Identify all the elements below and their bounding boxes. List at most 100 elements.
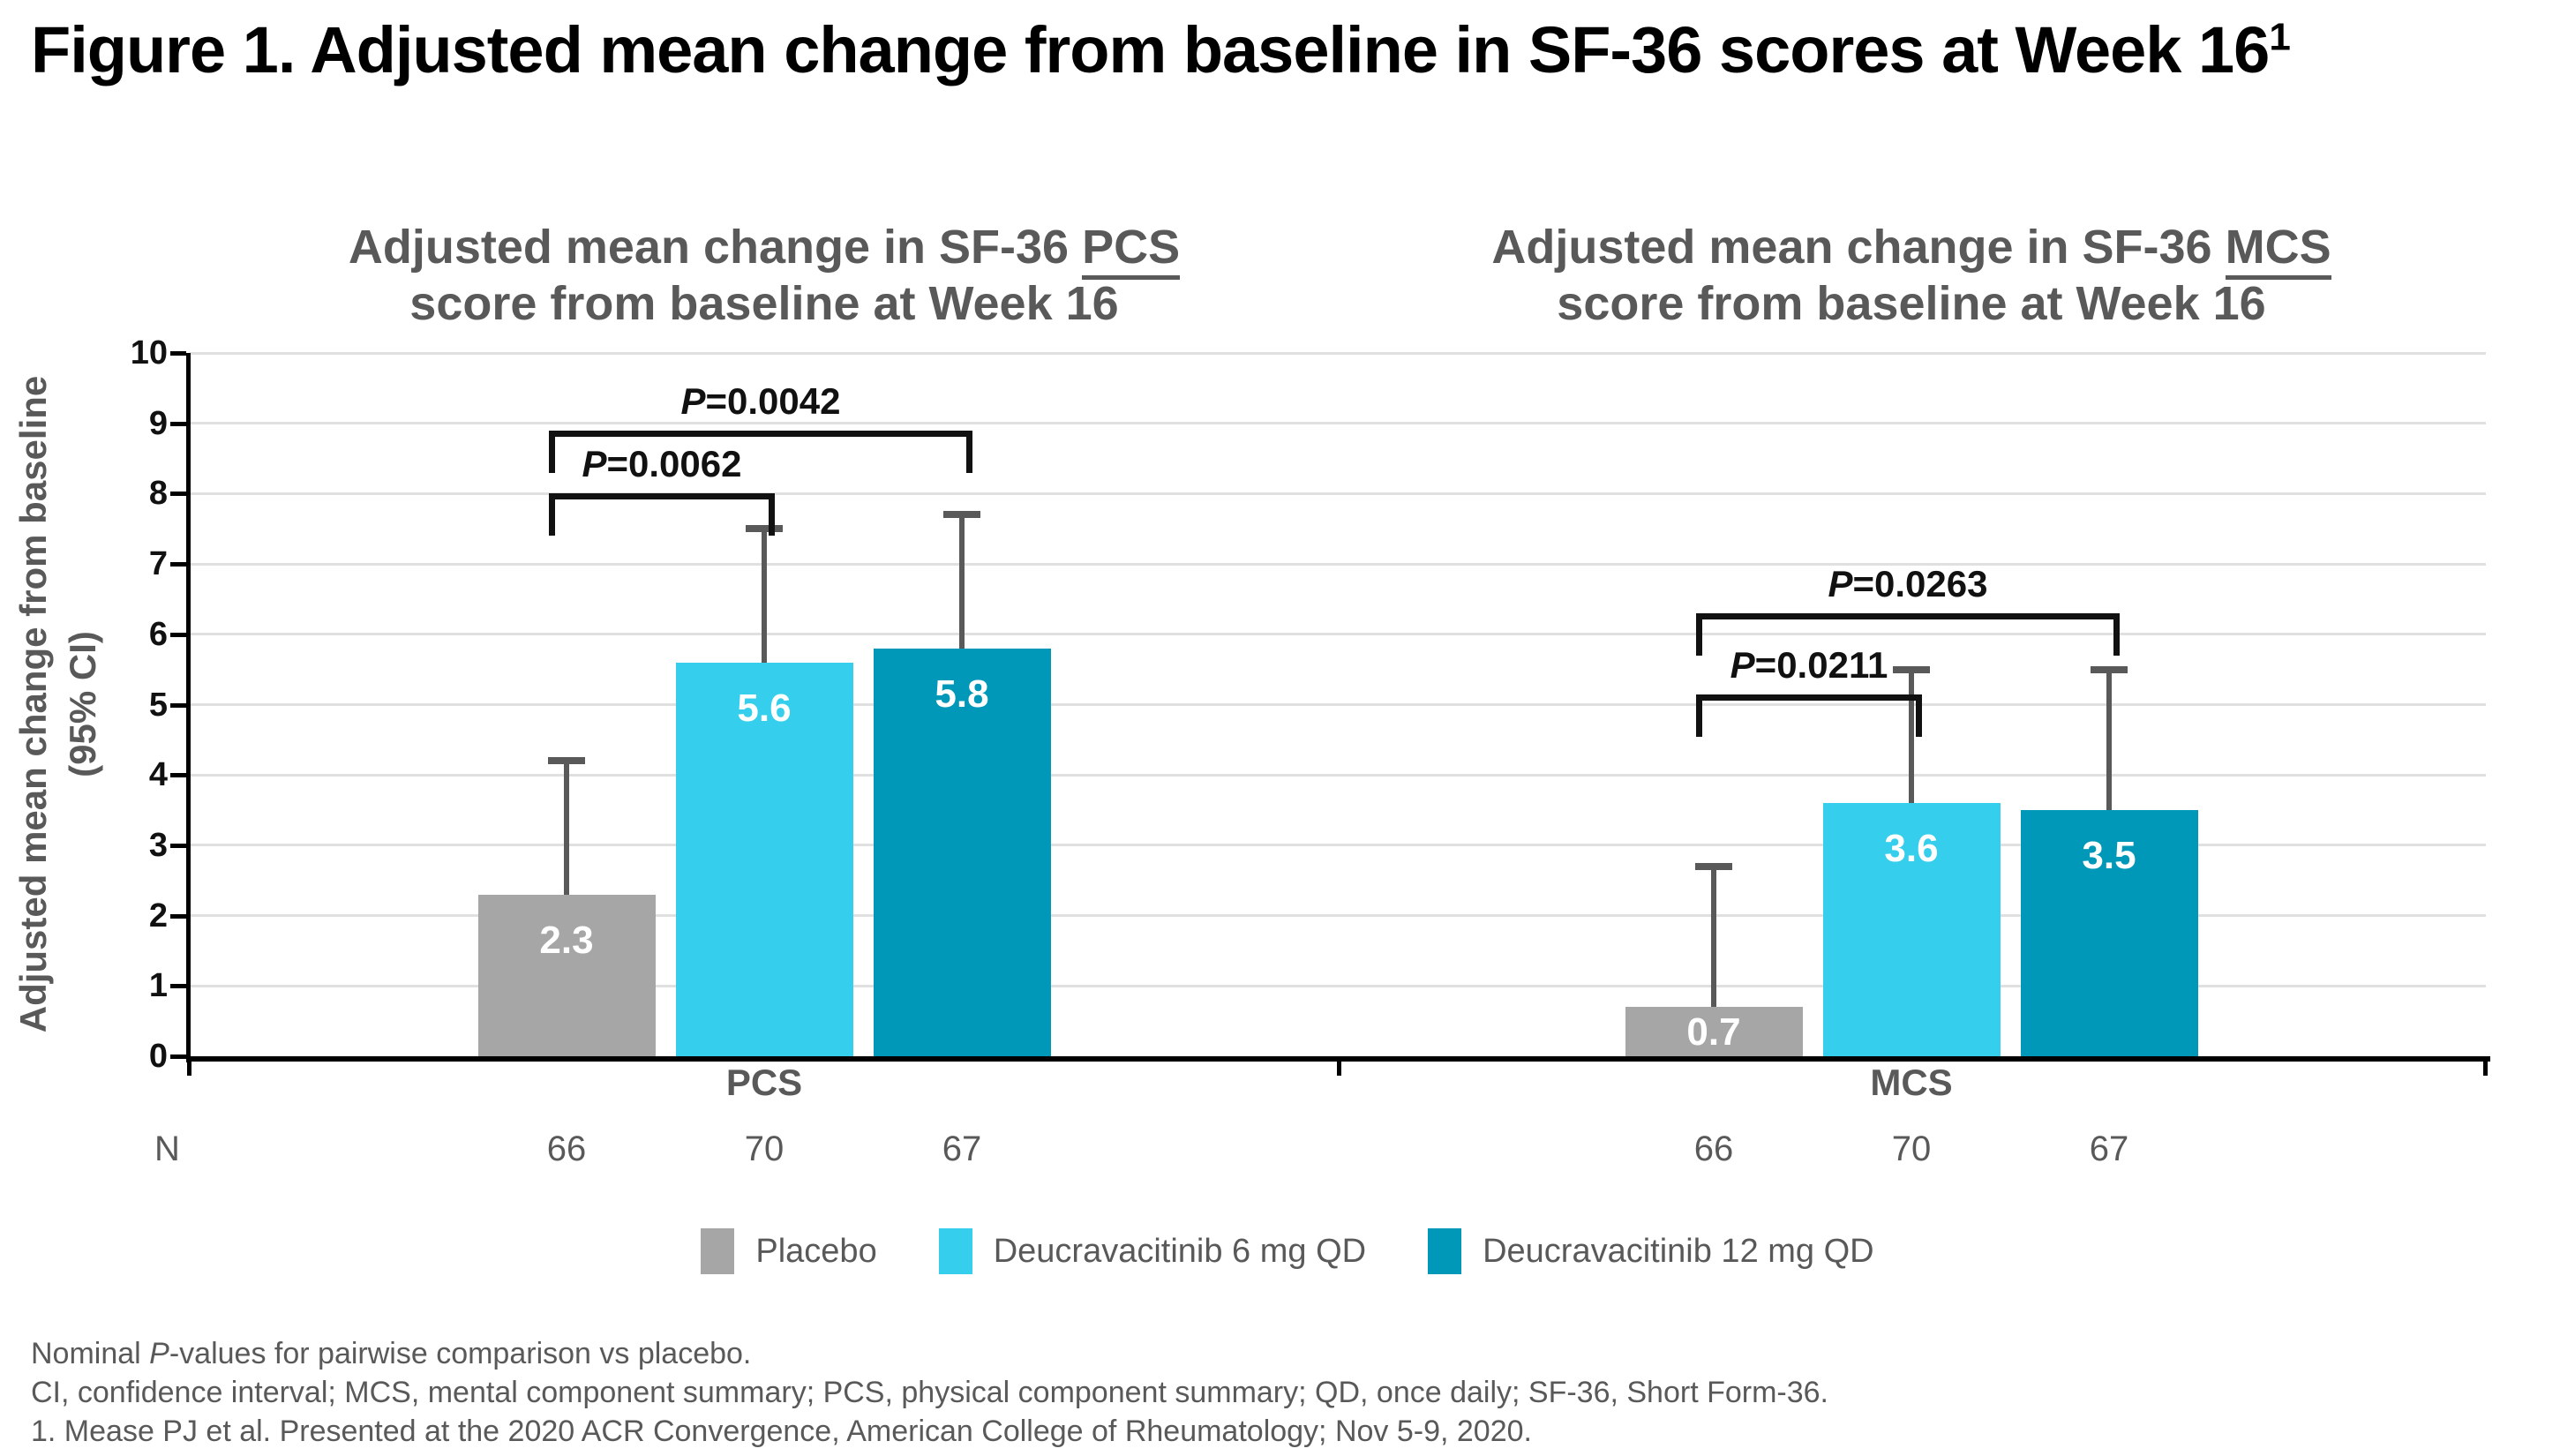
legend-item: Placebo <box>701 1228 877 1274</box>
error-bar-cap <box>548 757 585 765</box>
y-tick-label: 1 <box>148 967 168 1005</box>
pvalue-bracket-end <box>2113 612 2120 656</box>
pvalue-bracket-end <box>549 493 555 537</box>
figure-title-text: Figure 1. Adjusted mean change from base… <box>31 13 2270 86</box>
pvalue-label: P=0.0042 <box>680 379 841 422</box>
error-bar-stem <box>762 529 767 663</box>
error-bar-cap <box>943 511 980 519</box>
legend-label: Placebo <box>755 1232 877 1270</box>
panel-title-mcs: Adjusted mean change in SF-36 MCS score … <box>1294 219 2529 332</box>
error-bar-stem <box>959 514 965 649</box>
bar <box>2020 810 2198 1056</box>
panel-title-pcs-line2: score from baseline at Week 16 <box>409 277 1119 330</box>
footnote-pvalues: Nominal P-values for pairwise comparison… <box>31 1334 2537 1373</box>
gridline <box>190 562 2486 566</box>
y-axis-tick <box>170 984 186 989</box>
error-bar-cap <box>2091 665 2128 673</box>
bar-value-label: 5.8 <box>935 672 989 716</box>
bar <box>873 648 1051 1056</box>
category-label: PCS <box>725 1062 803 1103</box>
pvalue-bracket-end <box>966 430 972 473</box>
y-tick-label: 0 <box>148 1038 168 1075</box>
legend-item: Deucravacitinib 12 mg QD <box>1428 1228 1874 1274</box>
panel-title-pcs-prefix: Adjusted mean change in SF-36 <box>348 221 1083 274</box>
y-tick-label: 6 <box>148 615 168 653</box>
panel-title-mcs-prefix: Adjusted mean change in SF-36 <box>1491 221 2226 274</box>
footnote-1-italic: P <box>149 1337 169 1370</box>
figure-title-superscript: 1 <box>2269 15 2291 59</box>
footnote-reference: 1. Mease PJ et al. Presented at the 2020… <box>31 1412 2537 1451</box>
gridline <box>190 492 2486 495</box>
pvalue-label: P=0.0263 <box>1828 562 1988 604</box>
y-axis-tick <box>170 773 186 778</box>
panel-title-pcs-emphasis: PCS <box>1082 221 1181 280</box>
bar-value-label: 3.6 <box>1884 827 1939 871</box>
y-axis-tick <box>170 1054 186 1059</box>
legend-swatch <box>938 1228 972 1274</box>
panel-title-mcs-emphasis: MCS <box>2225 221 2331 280</box>
y-tick-label: 3 <box>148 826 168 864</box>
pvalue-label: P=0.0211 <box>1730 643 1888 686</box>
gridline <box>190 422 2486 425</box>
pvalue-bracket-end <box>1696 612 1702 656</box>
pvalue-bracket-end <box>1696 694 1702 737</box>
gridline <box>190 633 2486 636</box>
pvalue-bracket-line <box>549 430 972 437</box>
y-axis-tick <box>170 562 186 567</box>
gridline <box>190 984 2486 987</box>
gridline <box>190 773 2486 777</box>
error-bar-stem <box>564 761 569 895</box>
pvalue-bracket-end <box>1916 694 1922 737</box>
footnote-1-pre: Nominal <box>31 1337 150 1370</box>
bar-value-label: 0.7 <box>1686 1010 1741 1054</box>
y-tick-label: 2 <box>148 897 168 934</box>
pvalue-bracket-line <box>1696 612 2120 619</box>
n-row-label: N <box>154 1130 180 1168</box>
y-axis-tick <box>170 351 186 356</box>
legend-label: Deucravacitinib 12 mg QD <box>1483 1232 1874 1270</box>
footnotes: Nominal P-values for pairwise comparison… <box>31 1334 2537 1451</box>
error-bar-cap <box>1893 665 1930 673</box>
n-value: 66 <box>1693 1130 1734 1168</box>
x-axis-tick <box>187 1062 191 1076</box>
n-value: 67 <box>2089 1130 2129 1168</box>
error-bar-cap <box>746 525 783 533</box>
bar <box>675 662 853 1056</box>
panel-title-mcs-line2: score from baseline at Week 16 <box>1557 277 2266 330</box>
legend: Placebo Deucravacitinib 6 mg QD Deucravaci… <box>0 1228 2575 1274</box>
y-tick-label: 10 <box>130 334 168 372</box>
n-value: 67 <box>942 1130 982 1168</box>
y-axis-tick <box>170 492 186 497</box>
y-tick-label: 9 <box>148 404 168 442</box>
x-axis-tick <box>2483 1062 2488 1076</box>
n-value: 70 <box>1891 1130 1932 1168</box>
pvalue-bracket-line <box>1696 694 1922 701</box>
bar <box>1625 1007 1803 1056</box>
bar <box>1822 803 2001 1056</box>
bar-value-label: 5.6 <box>737 686 792 730</box>
category-label: MCS <box>1870 1062 1953 1103</box>
n-value: 70 <box>744 1130 785 1168</box>
x-axis-tick <box>1337 1062 1341 1076</box>
error-bar-stem <box>1909 669 1914 804</box>
y-axis-tick <box>170 843 186 848</box>
y-tick-label: 7 <box>148 545 168 583</box>
footnote-1-post: -values for pairwise comparison vs place… <box>169 1337 752 1370</box>
gridline <box>190 703 2486 706</box>
y-tick-label: 5 <box>148 686 168 724</box>
y-axis-tick <box>170 702 186 708</box>
y-axis-tick <box>170 632 186 637</box>
bar <box>477 894 656 1056</box>
bar-value-label: 2.3 <box>539 918 594 962</box>
gridline <box>190 914 2486 918</box>
footnote-2-text: CI, confidence interval; MCS, mental com… <box>31 1376 1828 1409</box>
bar-value-label: 3.5 <box>2082 834 2136 878</box>
panel-title-pcs: Adjusted mean change in SF-36 PCS score … <box>146 219 1382 332</box>
x-axis-line <box>186 1056 2490 1062</box>
pvalue-bracket-end <box>549 430 555 473</box>
y-tick-label: 8 <box>148 475 168 513</box>
y-axis-tick <box>170 421 186 426</box>
pvalue-bracket-end <box>769 493 775 537</box>
